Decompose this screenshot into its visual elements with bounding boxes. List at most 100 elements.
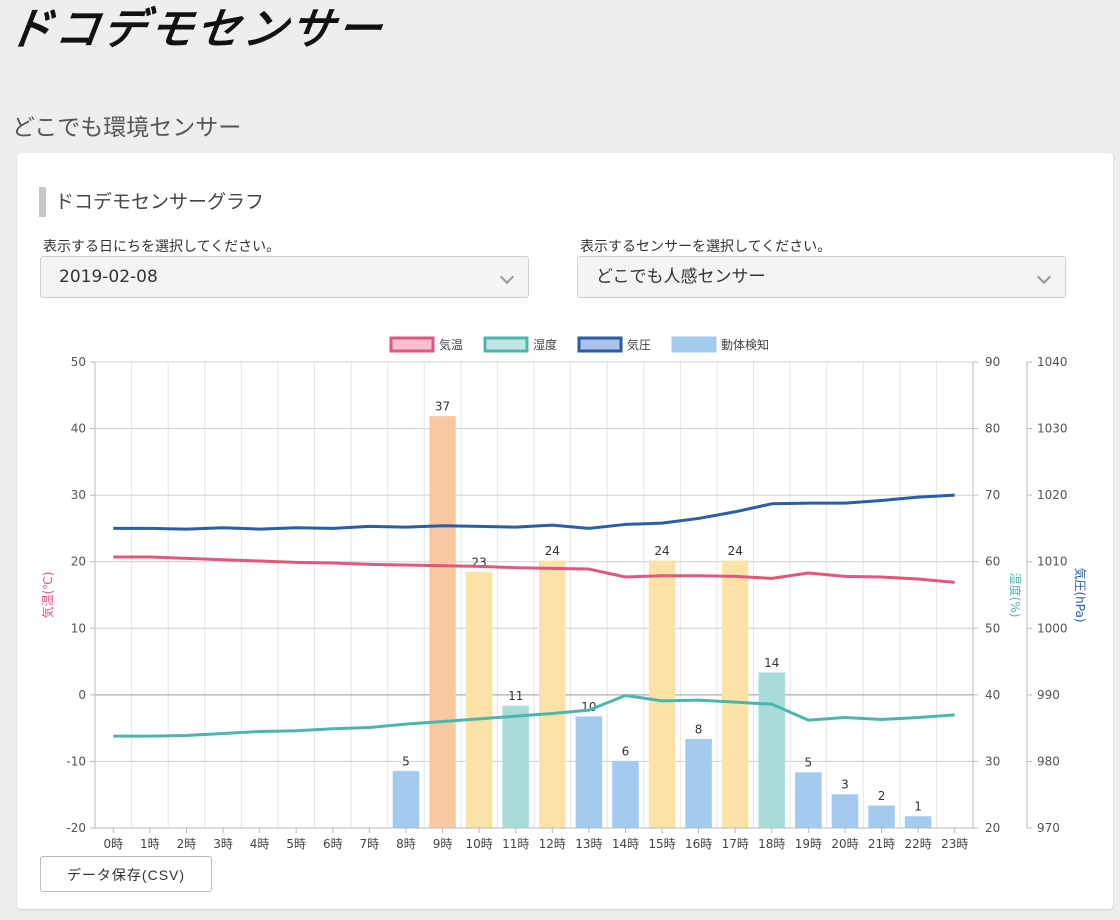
x-tick-label: 22時: [904, 837, 931, 851]
motion-bar-label: 24: [728, 544, 743, 558]
y-tick-temperature: 30: [71, 488, 86, 502]
x-tick-label: 1時: [140, 837, 160, 851]
sensor-select[interactable]: どこでも人感センサー: [577, 256, 1066, 298]
y-axis-title-humidity: 湿度(%): [1008, 573, 1023, 618]
y-tick-temperature: 50: [71, 355, 86, 369]
section-heading: ドコデモセンサーグラフ: [39, 187, 264, 217]
y-tick-temperature: 20: [71, 555, 86, 569]
save-csv-button[interactable]: データ保存(CSV): [40, 856, 212, 892]
legend-swatch: [483, 336, 529, 353]
y-tick-temperature: -10: [66, 754, 86, 768]
motion-bar-label: 37: [435, 400, 450, 414]
y-tick-pressure: 970: [1037, 821, 1060, 835]
legend-label: 湿度: [533, 337, 557, 352]
motion-bar-label: 11: [508, 689, 523, 703]
x-tick-label: 8時: [396, 837, 416, 851]
x-tick-label: 15時: [648, 837, 675, 851]
motion-bar: [465, 571, 493, 829]
motion-bar: [831, 794, 859, 829]
x-tick-label: 7時: [360, 837, 380, 851]
legend-swatch: [577, 336, 623, 353]
motion-bar: [904, 816, 932, 829]
legend-label: 動体検知: [721, 338, 769, 352]
date-select-label: 表示する日にちを選択してください。: [43, 239, 281, 255]
legend-swatch: [671, 336, 717, 353]
x-tick-label: 0時: [103, 837, 123, 851]
motion-bar-label: 24: [654, 544, 669, 558]
motion-bar: [758, 672, 786, 829]
x-tick-label: 3時: [213, 837, 233, 851]
x-tick-label: 2時: [177, 837, 197, 851]
y-tick-pressure: 1040: [1037, 355, 1068, 369]
y-tick-humidity: 60: [985, 555, 1000, 569]
y-tick-temperature: 10: [71, 621, 86, 635]
x-tick-label: 23時: [941, 837, 968, 851]
y-tick-pressure: 1010: [1037, 555, 1068, 569]
motion-bar: [721, 560, 749, 829]
x-tick-label: 10時: [465, 837, 492, 851]
y-tick-humidity: 90: [985, 355, 1000, 369]
date-select[interactable]: 2019-02-08: [40, 256, 529, 298]
motion-bar-label: 5: [805, 756, 813, 770]
motion-bar-label: 3: [841, 778, 849, 792]
y-axis-title-temperature: 気温(℃): [40, 572, 55, 619]
motion-bar-label: 2: [878, 789, 886, 803]
motion-bar-label: 1: [914, 800, 922, 814]
motion-bar: [685, 738, 712, 829]
x-tick-label: 20時: [831, 837, 858, 851]
x-tick-label: 17時: [722, 837, 749, 851]
x-tick-label: 14時: [612, 837, 639, 851]
motion-bar: [502, 705, 530, 829]
y-axis-title-pressure: 気圧(hPa): [1073, 567, 1088, 622]
motion-bar: [575, 716, 603, 829]
motion-bar: [538, 560, 566, 829]
date-select-value: 2019-02-08: [59, 267, 158, 287]
sensor-select-value: どこでも人感センサー: [596, 267, 766, 287]
motion-bar-label: 5: [402, 754, 410, 768]
motion-bar-label: 6: [622, 744, 630, 758]
motion-bar-label: 24: [545, 544, 560, 558]
motion-bar: [429, 416, 456, 829]
y-tick-humidity: 30: [985, 754, 1000, 768]
y-tick-pressure: 1020: [1037, 488, 1068, 502]
motion-bar-label: 8: [695, 722, 703, 736]
graph-card: ドコデモセンサーグラフ 表示する日にちを選択してください。 2019-02-08…: [17, 153, 1113, 909]
x-tick-label: 5時: [286, 837, 306, 851]
y-tick-pressure: 1000: [1037, 621, 1068, 635]
x-tick-label: 18時: [758, 837, 785, 851]
motion-bar: [868, 805, 895, 829]
y-tick-humidity: 20: [985, 821, 1000, 835]
y-tick-humidity: 70: [985, 488, 1000, 502]
motion-bar-label: 14: [764, 656, 779, 670]
page-subtitle: どこでも環境センサー: [12, 115, 242, 141]
y-tick-humidity: 80: [985, 422, 1000, 436]
series-line-temperature: [113, 555, 955, 584]
y-tick-pressure: 1030: [1037, 422, 1068, 436]
series-line-pressure: [113, 493, 955, 531]
x-tick-label: 6時: [323, 837, 343, 851]
motion-bar: [648, 560, 676, 829]
y-tick-temperature: 0: [78, 688, 86, 702]
y-tick-temperature: 40: [71, 422, 86, 436]
legend-label: 気圧: [627, 337, 651, 352]
y-tick-humidity: 40: [985, 688, 1000, 702]
x-tick-label: 12時: [539, 837, 566, 851]
x-tick-label: 16時: [685, 837, 712, 851]
y-tick-humidity: 50: [985, 621, 1000, 635]
y-tick-pressure: 990: [1037, 688, 1060, 702]
x-tick-label: 9時: [433, 837, 453, 851]
x-tick-label: 13時: [575, 837, 602, 851]
motion-bar: [795, 772, 822, 829]
motion-bar: [392, 770, 420, 829]
x-tick-label: 4時: [250, 837, 270, 851]
legend-label: 気温: [439, 337, 463, 352]
x-tick-label: 19時: [795, 837, 822, 851]
y-tick-temperature: -20: [66, 821, 86, 835]
sensor-select-label: 表示するセンサーを選択してください。: [580, 239, 832, 255]
motion-bar: [612, 760, 639, 829]
legend-swatch: [389, 336, 435, 353]
x-tick-label: 11時: [502, 837, 529, 851]
y-tick-pressure: 980: [1037, 754, 1060, 768]
x-tick-label: 21時: [868, 837, 895, 851]
